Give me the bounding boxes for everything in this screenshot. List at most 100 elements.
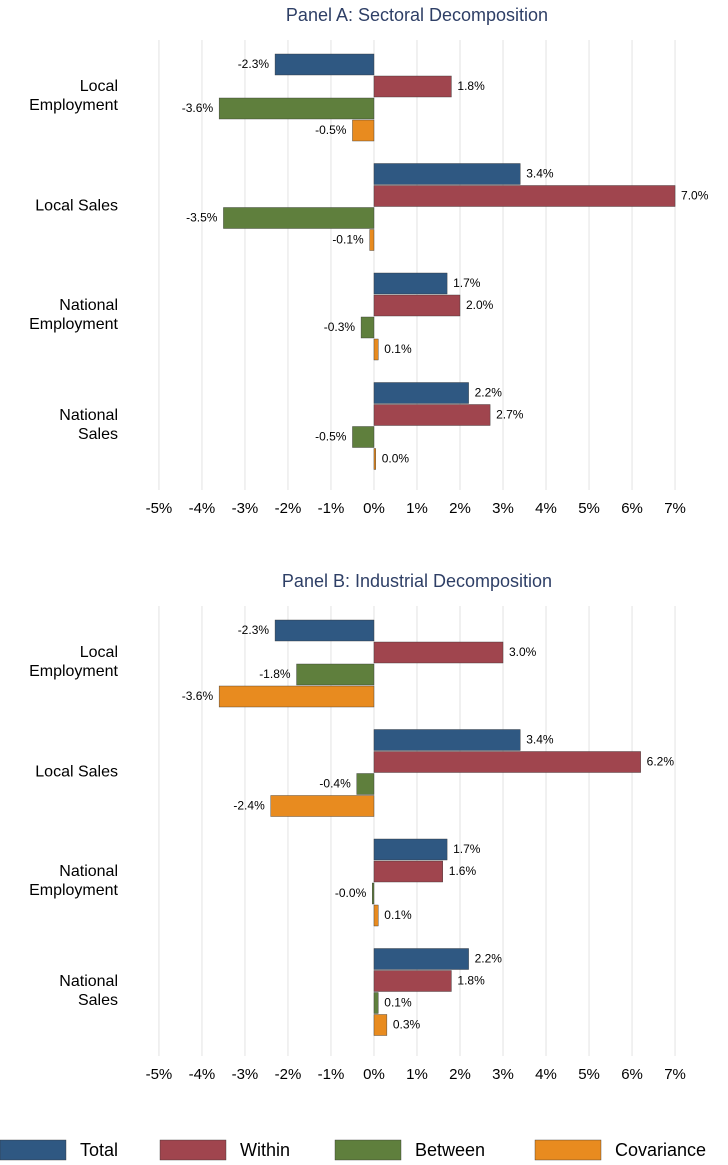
x-tick-label: 7%: [664, 1066, 686, 1083]
legend-swatch: [0, 1139, 67, 1161]
value-label: 1.6%: [449, 864, 477, 878]
bar: [373, 992, 379, 1014]
x-tick-label: -5%: [146, 1066, 173, 1083]
bar: [373, 448, 376, 470]
value-label: -2.4%: [233, 799, 265, 813]
x-tick-label: 0%: [363, 500, 385, 517]
x-tick-label: 2%: [449, 1066, 471, 1083]
x-tick-label: -5%: [146, 500, 173, 517]
value-label: 1.8%: [457, 974, 485, 988]
bar: [270, 795, 375, 817]
bar: [274, 53, 375, 76]
x-tick-label: -2%: [275, 1066, 302, 1083]
bar: [369, 229, 375, 251]
bar: [373, 272, 448, 295]
bar: [352, 426, 375, 448]
bar: [223, 207, 375, 229]
value-label: 2.7%: [496, 408, 524, 422]
x-tick-label: -4%: [189, 500, 216, 517]
x-tick-label: 5%: [578, 1066, 600, 1083]
x-tick-label: 0%: [363, 1066, 385, 1083]
x-tick-label: 2%: [449, 500, 471, 517]
value-label: -0.5%: [315, 430, 347, 444]
x-tick-label: -1%: [318, 500, 345, 517]
bar: [373, 729, 521, 751]
value-label: -3.6%: [182, 689, 214, 703]
bar: [274, 619, 375, 642]
x-tick-label: 5%: [578, 500, 600, 517]
legend-label: Total: [80, 1140, 118, 1160]
bar: [373, 970, 452, 992]
category-label: National Sales: [59, 972, 118, 1009]
value-label: 0.1%: [384, 342, 412, 356]
panel-title: Panel B: Industrial Decomposition: [282, 571, 552, 591]
bar: [373, 185, 676, 207]
x-tick-label: -3%: [232, 500, 259, 517]
x-tick-label: 6%: [621, 1066, 643, 1083]
value-label: 7.0%: [681, 189, 709, 203]
bar: [373, 838, 448, 861]
value-label: -0.4%: [319, 777, 351, 791]
category-label: National Employment: [29, 863, 118, 899]
category-label: National Employment: [29, 297, 118, 333]
x-tick-label: 3%: [492, 1066, 514, 1083]
value-label: 3.4%: [526, 733, 554, 747]
category-label: Local Sales: [35, 197, 118, 214]
bar: [373, 75, 452, 98]
value-label: 0.1%: [384, 908, 412, 922]
category-label: Local Sales: [35, 763, 118, 780]
value-label: 6.2%: [647, 755, 675, 769]
bar: [218, 97, 375, 120]
x-tick-label: 1%: [406, 500, 428, 517]
bar: [373, 904, 379, 927]
x-tick-label: 4%: [535, 1066, 557, 1083]
bar: [352, 119, 375, 142]
x-tick-label: 6%: [621, 500, 643, 517]
legend-swatch: [334, 1139, 402, 1161]
x-tick-label: -1%: [318, 1066, 345, 1083]
legend-swatch: [534, 1139, 602, 1161]
value-label: 3.4%: [526, 167, 554, 181]
legend-swatch: [159, 1139, 227, 1161]
bar: [373, 641, 504, 664]
panel-title: Panel A: Sectoral Decomposition: [286, 5, 548, 25]
value-label: 1.7%: [453, 276, 481, 290]
legend-label: Covariance: [615, 1140, 706, 1160]
bar: [296, 663, 375, 686]
value-label: 3.0%: [509, 645, 537, 659]
x-tick-label: 7%: [664, 500, 686, 517]
value-label: 0.0%: [382, 452, 410, 466]
bar: [373, 163, 521, 185]
x-tick-label: 3%: [492, 500, 514, 517]
value-label: -2.3%: [238, 57, 270, 71]
bar: [373, 948, 469, 970]
x-tick-label: 1%: [406, 1066, 428, 1083]
value-label: 1.8%: [457, 79, 485, 93]
bar: [372, 882, 375, 905]
x-tick-label: 4%: [535, 500, 557, 517]
bar: [373, 1014, 388, 1036]
value-label: 1.7%: [453, 842, 481, 856]
value-label: -0.5%: [315, 123, 347, 137]
legend-label: Between: [415, 1140, 485, 1160]
bar: [373, 338, 379, 361]
bar: [373, 751, 641, 773]
bar: [356, 773, 375, 795]
value-label: -3.6%: [182, 101, 214, 115]
bar: [373, 294, 461, 317]
category-label: Local Employment: [29, 644, 118, 680]
category-label: Local Employment: [29, 78, 118, 114]
value-label: 2.2%: [475, 952, 503, 966]
value-label: -0.1%: [332, 233, 364, 247]
category-label: National Sales: [59, 406, 118, 443]
bar: [373, 382, 469, 404]
value-label: 2.2%: [475, 386, 503, 400]
value-label: -0.0%: [335, 886, 367, 900]
legend-label: Within: [240, 1140, 290, 1160]
value-label: -1.8%: [259, 667, 291, 681]
value-label: 0.1%: [384, 996, 412, 1010]
x-tick-label: -2%: [275, 500, 302, 517]
value-label: -2.3%: [238, 623, 270, 637]
value-label: 2.0%: [466, 298, 494, 312]
